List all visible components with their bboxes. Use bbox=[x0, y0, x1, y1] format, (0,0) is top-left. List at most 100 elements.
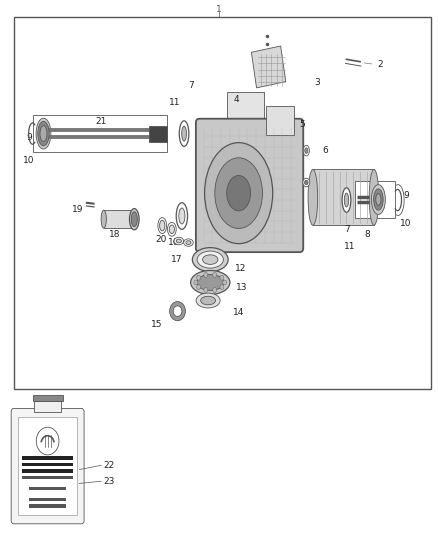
Text: 12: 12 bbox=[235, 264, 247, 273]
Ellipse shape bbox=[220, 276, 224, 280]
Text: 11: 11 bbox=[169, 98, 180, 107]
Text: 23: 23 bbox=[103, 477, 115, 486]
Text: 3: 3 bbox=[314, 77, 320, 86]
Ellipse shape bbox=[167, 222, 176, 236]
Ellipse shape bbox=[186, 241, 191, 245]
Text: 13: 13 bbox=[236, 283, 247, 292]
Ellipse shape bbox=[201, 296, 215, 305]
Ellipse shape bbox=[182, 126, 187, 141]
Ellipse shape bbox=[130, 208, 139, 230]
Ellipse shape bbox=[184, 239, 193, 246]
Ellipse shape bbox=[40, 126, 47, 142]
Ellipse shape bbox=[376, 193, 381, 205]
Bar bbox=[29, 498, 66, 501]
Bar bbox=[266, 106, 294, 135]
Ellipse shape bbox=[101, 210, 106, 228]
Ellipse shape bbox=[179, 121, 189, 147]
Ellipse shape bbox=[159, 220, 165, 231]
Bar bbox=[22, 463, 73, 466]
Ellipse shape bbox=[131, 212, 138, 227]
Ellipse shape bbox=[342, 188, 351, 212]
Bar bbox=[33, 115, 166, 152]
Ellipse shape bbox=[196, 293, 220, 308]
Text: 9: 9 bbox=[403, 191, 409, 200]
Text: 16: 16 bbox=[168, 238, 179, 247]
Ellipse shape bbox=[213, 288, 217, 293]
Ellipse shape bbox=[38, 122, 49, 146]
Circle shape bbox=[170, 302, 185, 321]
Bar bbox=[33, 395, 63, 401]
Ellipse shape bbox=[369, 169, 379, 225]
Ellipse shape bbox=[204, 272, 208, 277]
Bar bbox=[104, 210, 134, 228]
Text: 17: 17 bbox=[170, 255, 182, 264]
Ellipse shape bbox=[304, 180, 308, 184]
FancyBboxPatch shape bbox=[196, 119, 303, 252]
Bar bbox=[226, 92, 264, 130]
Ellipse shape bbox=[344, 193, 349, 207]
Ellipse shape bbox=[371, 184, 385, 214]
Bar bbox=[22, 470, 73, 473]
Ellipse shape bbox=[197, 285, 201, 289]
Ellipse shape bbox=[174, 237, 184, 245]
Ellipse shape bbox=[303, 146, 309, 156]
Bar bbox=[313, 169, 374, 225]
Ellipse shape bbox=[194, 280, 198, 285]
Ellipse shape bbox=[220, 285, 224, 289]
Bar bbox=[14, 17, 431, 389]
Ellipse shape bbox=[203, 255, 218, 264]
Bar bbox=[251, 46, 286, 88]
Circle shape bbox=[173, 306, 182, 317]
Bar bbox=[18, 417, 77, 515]
Ellipse shape bbox=[191, 270, 230, 294]
Bar bbox=[355, 181, 396, 217]
Bar bbox=[29, 487, 66, 490]
Text: 21: 21 bbox=[95, 117, 107, 126]
Ellipse shape bbox=[215, 158, 262, 229]
Ellipse shape bbox=[213, 272, 217, 277]
Ellipse shape bbox=[197, 251, 223, 268]
Ellipse shape bbox=[176, 239, 181, 243]
Ellipse shape bbox=[305, 148, 308, 154]
Ellipse shape bbox=[227, 175, 251, 211]
Bar bbox=[22, 456, 73, 459]
Text: 22: 22 bbox=[103, 461, 115, 470]
Text: 14: 14 bbox=[233, 308, 244, 317]
Text: 9: 9 bbox=[26, 133, 32, 142]
Bar bbox=[149, 126, 166, 142]
Circle shape bbox=[36, 427, 59, 455]
Ellipse shape bbox=[223, 280, 226, 285]
Text: 15: 15 bbox=[151, 320, 163, 329]
Text: 5: 5 bbox=[299, 119, 305, 128]
Ellipse shape bbox=[158, 217, 166, 233]
Ellipse shape bbox=[176, 203, 187, 229]
Text: 10: 10 bbox=[400, 220, 412, 229]
Text: 11: 11 bbox=[344, 242, 356, 251]
Ellipse shape bbox=[204, 288, 208, 293]
Text: 8: 8 bbox=[364, 230, 370, 239]
Ellipse shape bbox=[36, 118, 51, 149]
Text: 20: 20 bbox=[155, 236, 167, 245]
Text: 19: 19 bbox=[72, 205, 83, 214]
Bar bbox=[22, 476, 73, 479]
Text: 7: 7 bbox=[188, 81, 194, 90]
Ellipse shape bbox=[192, 248, 228, 271]
Text: 7: 7 bbox=[344, 225, 350, 234]
Text: 4: 4 bbox=[233, 94, 239, 103]
Ellipse shape bbox=[197, 276, 201, 280]
Text: 2: 2 bbox=[377, 60, 382, 69]
Ellipse shape bbox=[169, 225, 174, 233]
Ellipse shape bbox=[308, 169, 318, 225]
Ellipse shape bbox=[205, 143, 273, 244]
Text: 10: 10 bbox=[23, 156, 35, 165]
Ellipse shape bbox=[197, 274, 224, 290]
Ellipse shape bbox=[303, 178, 310, 187]
Text: 6: 6 bbox=[323, 146, 328, 155]
Text: 18: 18 bbox=[110, 230, 121, 239]
Bar bbox=[34, 401, 61, 411]
FancyBboxPatch shape bbox=[11, 408, 84, 524]
Ellipse shape bbox=[374, 189, 383, 210]
Ellipse shape bbox=[179, 208, 185, 224]
Bar bbox=[29, 504, 66, 507]
Text: 1: 1 bbox=[216, 5, 222, 14]
